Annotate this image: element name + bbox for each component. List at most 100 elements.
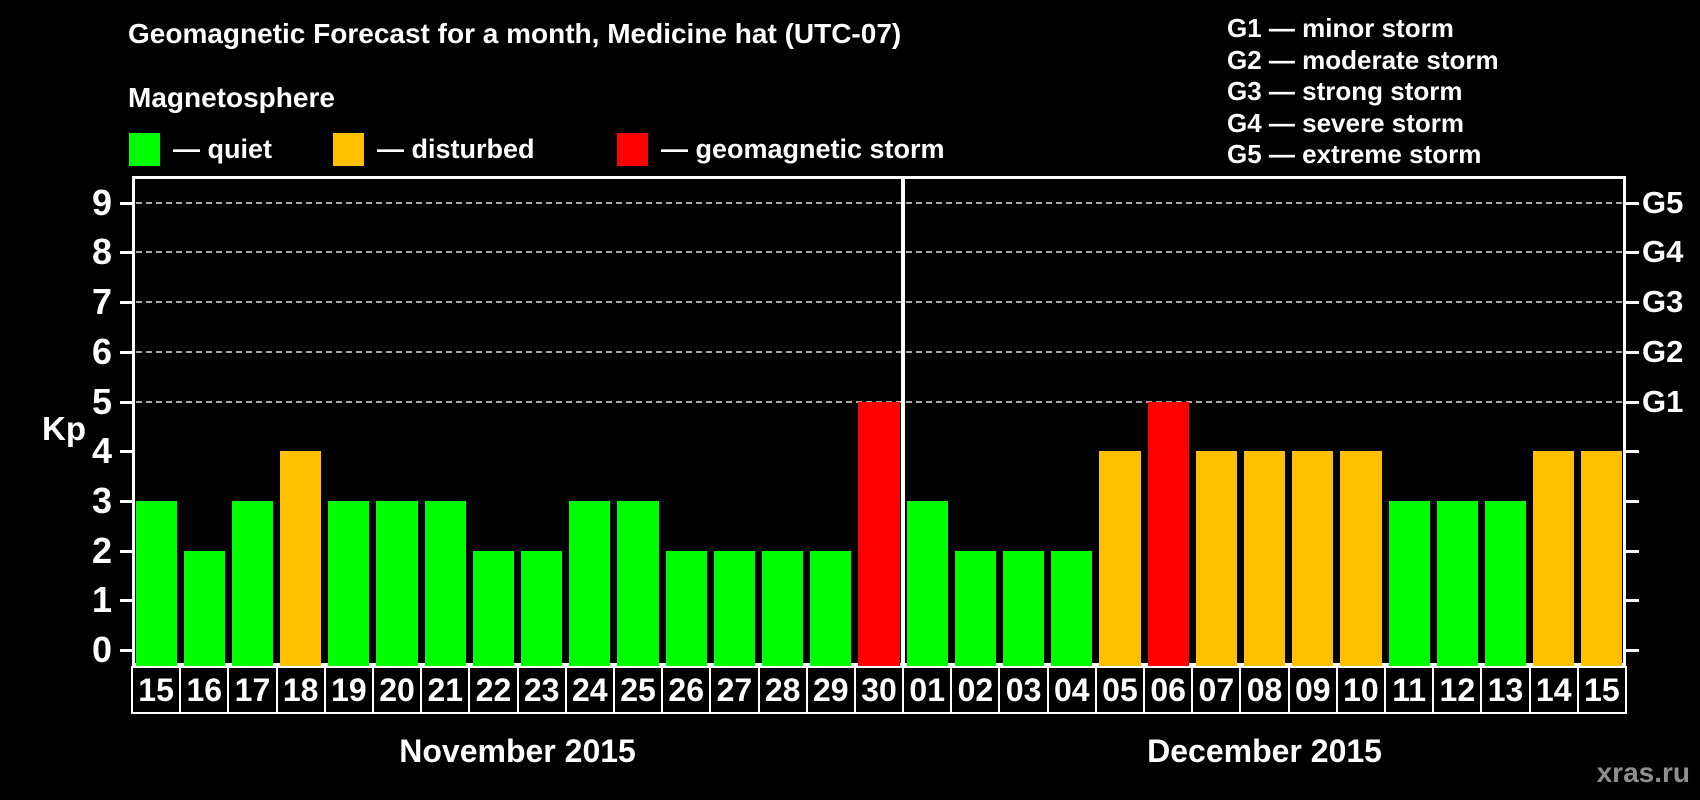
day-label-cell: 21 [420,666,471,714]
y-axis-tick [1626,450,1639,454]
g-scale-legend-line-g5: G5 — extreme storm [1227,139,1482,170]
bar [376,500,418,666]
bar [1195,451,1237,666]
bar [1292,451,1334,666]
g-tick-label: G1 [1642,383,1684,419]
page-title: Geomagnetic Forecast for a month, Medici… [128,18,902,49]
month-label: December 2015 [1147,733,1382,769]
y-axis-tick [120,649,132,652]
gridline [136,201,1622,204]
bar [135,500,177,666]
bar [1002,550,1045,666]
y-tick-label: 9 [91,181,112,223]
y-tick-label: 7 [91,281,112,323]
y-axis-tick [1626,251,1639,255]
day-label-cell: 25 [612,666,664,714]
gridline [136,301,1622,304]
day-label-cell: 28 [757,666,808,714]
day-label-cell: 19 [323,666,374,714]
bar [328,500,370,666]
g-scale-legend: G1 — minor storm G2 — moderate storm G3 … [1227,13,1499,171]
quiet-color-swatch [129,132,160,166]
day-label-cell: 09 [1287,666,1338,714]
y-tick-label: 8 [91,231,112,273]
y-axis-tick [1626,599,1639,603]
bar [1533,451,1575,666]
y-axis-tick [1626,301,1639,305]
bar [1099,451,1141,666]
y-tick-label: 4 [91,430,112,472]
bar [1340,451,1382,666]
month-divider [901,176,906,666]
day-label-cell: 06 [1143,666,1194,714]
g-tick-label: G5 [1642,184,1684,220]
gridline [136,251,1622,254]
day-label-cell: 15 [1576,666,1627,714]
legend-item-quiet: — quiet [129,131,272,167]
day-label-cell: 03 [998,666,1049,714]
day-label-cell: 07 [1191,666,1242,714]
y-tick-label: 1 [91,579,112,621]
legend-item-label: — geomagnetic storm [661,133,945,164]
day-label-cell: 18 [275,666,326,714]
day-label-cell: 05 [1094,666,1146,714]
gridline [136,350,1622,353]
bar [231,500,274,666]
bar [713,550,755,666]
bar [424,500,466,666]
g-tick-label: G4 [1642,234,1684,270]
day-label-cell: 04 [1046,666,1097,714]
storm-color-swatch [617,132,648,166]
day-label-cell: 17 [227,666,278,714]
day-label-cell: 02 [950,666,1001,714]
y-axis-tick [120,450,132,454]
y-tick-label: 3 [91,479,112,521]
bar [569,500,611,666]
bar [183,550,225,666]
g-scale-legend-line-g4: G4 — severe storm [1227,107,1465,138]
y-axis-tick [1626,649,1639,652]
day-label-cell: 26 [661,666,712,714]
legend-item-storm: — geomagnetic storm [617,131,945,167]
g-scale-legend-line-g2: G2 — moderate storm [1227,44,1499,75]
y-axis-tick [1626,350,1639,354]
month-label: November 2015 [399,733,636,769]
y-tick-label: 6 [91,330,112,372]
y-axis-tick [1626,499,1639,503]
watermark: xras.ru [1596,757,1690,788]
day-label-cell: 12 [1432,666,1483,714]
y-axis-tick [1626,549,1639,553]
y-axis-tick [1626,201,1639,205]
day-label-cell: 29 [805,666,856,714]
legend-item-disturbed: — disturbed [333,131,535,167]
y-tick-label: 0 [91,629,112,670]
y-axis-tick [120,599,132,603]
day-label-cell: 10 [1335,666,1387,714]
bar [858,401,900,666]
day-label-cell: 24 [564,666,615,714]
y-axis-tick [120,400,132,404]
y-axis-tick [120,201,132,205]
y-axis-tick [1626,400,1639,404]
bar [1484,500,1527,666]
y-axis-tick [120,549,132,553]
day-label-cell: 20 [371,666,423,714]
bar [1147,401,1189,666]
day-label-cell: 23 [516,666,567,714]
y-tick-label: 5 [91,380,112,422]
y-tick-label: 2 [91,529,112,571]
day-label-cell: 14 [1528,666,1579,714]
bar [1051,550,1093,666]
y-axis-tick [120,350,132,354]
y-axis-tick [120,251,132,255]
bar [617,500,659,666]
day-label-cell: 16 [179,666,230,714]
bar [810,550,852,666]
disturbed-color-swatch [333,132,364,166]
bar [1388,500,1430,666]
day-label-cell: 13 [1480,666,1531,714]
day-label-cell: 30 [853,666,905,714]
bar [762,550,804,666]
g-scale-legend-line-g1: G1 — minor storm [1227,13,1454,43]
